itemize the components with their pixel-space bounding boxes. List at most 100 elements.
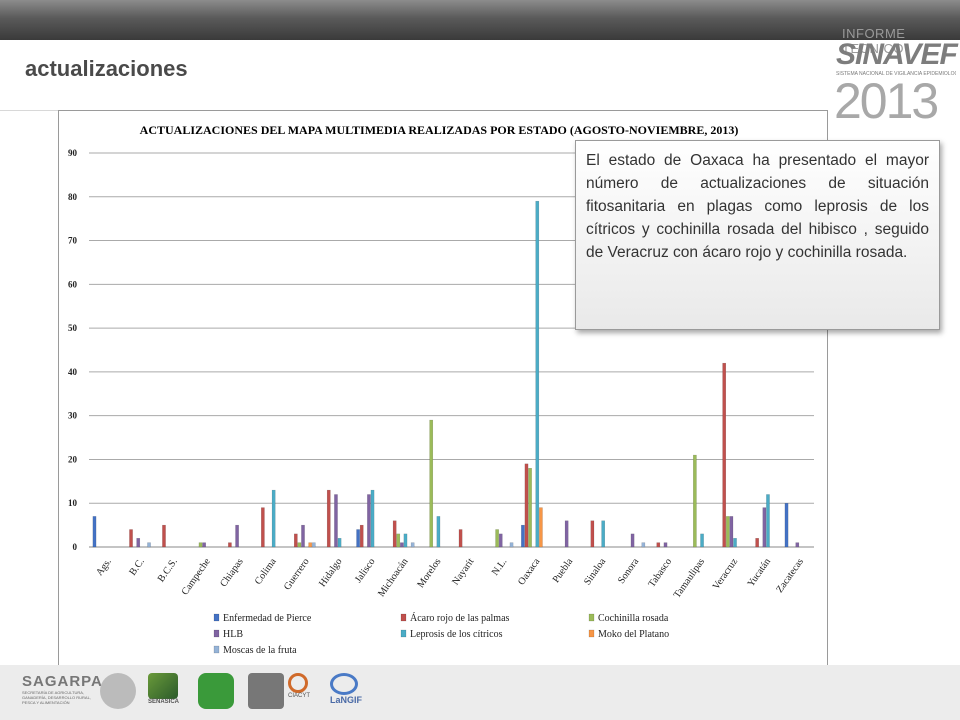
bar: [784, 503, 789, 548]
bar: [308, 542, 313, 548]
university-seal-icon: [248, 673, 284, 709]
slide-title: actualizaciones: [25, 56, 188, 81]
bar: [228, 542, 232, 548]
ciacyt-name: CIACYT: [288, 693, 311, 699]
top-banner: [0, 0, 960, 40]
bar: [641, 542, 646, 548]
bar: [700, 533, 704, 548]
senasica-name: SENASICA: [148, 699, 180, 705]
bar: [129, 529, 133, 548]
y-tick-label: 30: [68, 411, 78, 421]
bar: [755, 538, 759, 548]
legend-label: HLB: [223, 629, 243, 640]
x-tick-label: Zacatecas: [774, 556, 806, 595]
mexico-seal-icon: [100, 673, 136, 709]
sinavef-logo: INFORME TECNICO SINAVEF SISTEMA NACIONAL…: [830, 22, 960, 129]
bar: [367, 494, 371, 548]
ciacyt-logo: CIACYT: [288, 673, 310, 713]
x-tick-label: Nayarit: [450, 556, 476, 587]
legend-swatch: [588, 613, 595, 622]
bar: [359, 524, 364, 548]
bar: [509, 542, 514, 548]
x-tick-label: Morelos: [415, 556, 443, 590]
bar: [693, 454, 697, 548]
x-tick-label: Puebla: [551, 556, 576, 585]
bar: [356, 529, 360, 548]
callout-box: El estado de Oaxaca ha presentado el may…: [575, 140, 940, 330]
callout-text: El estado de Oaxaca ha presentado el may…: [586, 152, 929, 261]
bar-chart: ACTUALIZACIONES DEL MAPA MULTIMEDIA REAL…: [68, 123, 814, 656]
y-tick-label: 10: [68, 498, 78, 508]
langif-emblem-icon: [330, 673, 358, 695]
y-tick-label: 40: [68, 367, 78, 377]
bar: [729, 516, 734, 548]
x-tick-label: Hidalgo: [317, 556, 344, 589]
chart-title: ACTUALIZACIONES DEL MAPA MULTIMEDIA REAL…: [140, 123, 739, 137]
bar: [370, 489, 375, 548]
x-tick-label: Yucatán: [746, 556, 773, 589]
legend-swatch: [213, 645, 220, 654]
bar: [498, 533, 503, 548]
logo-line3: SISTEMA NACIONAL DE VIGILANCIA EPIDEMIOL…: [836, 71, 956, 77]
bar: [722, 362, 727, 548]
senasica-logo: SENASICA: [148, 673, 179, 713]
bar: [733, 538, 737, 548]
bar: [495, 529, 499, 548]
sinavef-badge-icon: [198, 673, 234, 709]
y-tick-label: 80: [68, 192, 78, 202]
bar: [235, 524, 239, 548]
logo-line2: SINAVEF: [836, 38, 958, 71]
x-tick-label: Guerrero: [282, 556, 312, 592]
legend-swatch: [213, 629, 220, 638]
langif-logo: LaNGIF: [330, 673, 362, 713]
bar: [528, 468, 532, 548]
x-tick-label: Campeche: [180, 556, 214, 597]
x-tick-label: N.L.: [490, 556, 510, 577]
y-tick-label: 20: [68, 454, 78, 464]
bar: [663, 542, 668, 548]
bar: [766, 494, 770, 548]
x-tick-label: Sonora: [616, 556, 642, 586]
legend-label: Moscas de la fruta: [223, 645, 297, 656]
x-tick-label: Michoacán: [376, 556, 410, 599]
legend-label: Cochinilla rosada: [598, 613, 669, 624]
bar: [271, 489, 276, 548]
y-tick-label: 90: [68, 148, 78, 158]
x-tick-label: Chiapas: [218, 556, 246, 589]
bar: [535, 200, 540, 548]
sagarpa-subtitle: SECRETARÍA DE AGRICULTURA, GANADERÍA, DE…: [22, 690, 91, 705]
bar: [400, 542, 404, 548]
bar: [198, 542, 203, 548]
x-tick-label: Colima: [253, 556, 279, 587]
legend-swatch: [213, 613, 220, 622]
x-tick-label: B.C.: [127, 556, 147, 577]
bar: [312, 542, 316, 548]
bar: [334, 494, 338, 548]
y-tick-label: 50: [68, 323, 78, 333]
bar: [147, 542, 151, 548]
bar: [326, 489, 331, 548]
bar: [521, 524, 525, 548]
bar: [601, 520, 605, 548]
bar: [524, 463, 529, 548]
bar: [301, 524, 305, 548]
y-tick-label: 60: [68, 279, 78, 289]
bar: [396, 533, 401, 548]
x-tick-label: Veracruz: [711, 556, 741, 592]
bar: [136, 538, 141, 548]
logo-line1: INFORME TECNICO: [842, 26, 906, 56]
legend-swatch: [588, 629, 595, 638]
x-tick-label: Oaxaca: [516, 556, 543, 587]
x-tick-label: Jalisco: [353, 556, 378, 585]
bar: [590, 520, 595, 548]
bar: [429, 419, 434, 548]
bar: [762, 507, 767, 548]
bar: [392, 520, 397, 548]
footer-logos: SAGARPA SECRETARÍA DE AGRICULTURA, GANAD…: [0, 665, 960, 720]
x-tick-label: Tamaulipas: [672, 556, 707, 600]
x-tick-label: B.C.S.: [156, 556, 180, 584]
logo-year: 2013: [834, 73, 939, 129]
y-axis-ticks: 0 10 20 30 40 50 60 70 80 90: [68, 148, 78, 552]
y-tick-label: 0: [73, 542, 78, 552]
legend: Enfermedad de Pierce Ácaro rojo de las pa…: [213, 612, 669, 656]
